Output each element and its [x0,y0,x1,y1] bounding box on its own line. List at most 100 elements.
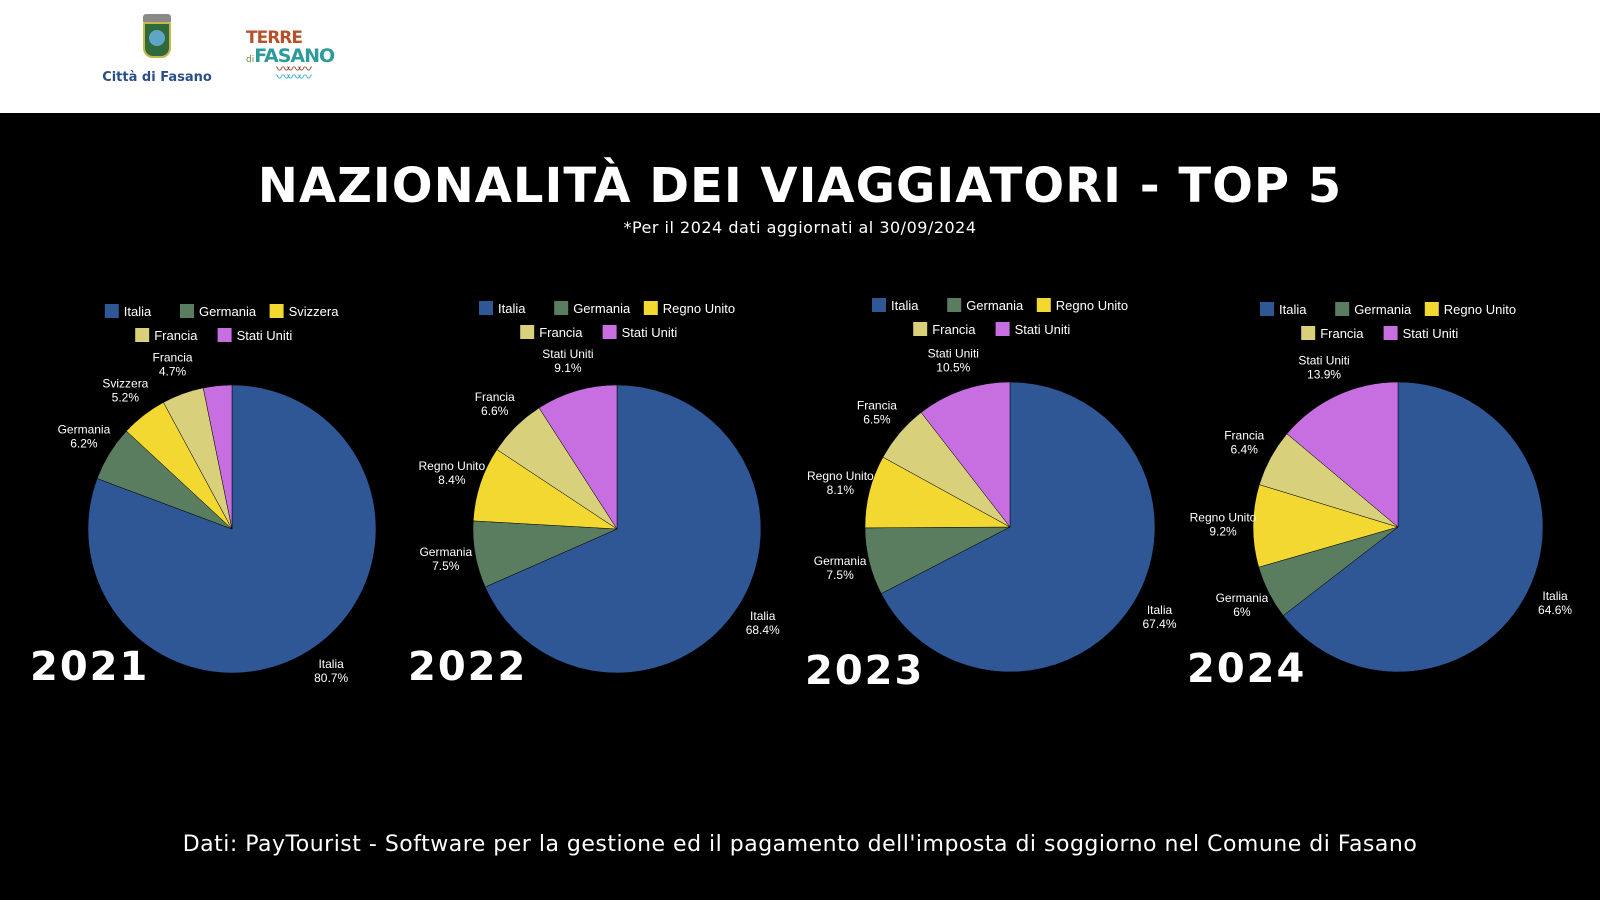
slice-label-name: Germania [1216,591,1269,605]
pie-slice-italia [1282,381,1544,673]
legend-swatch [1036,298,1051,312]
legend-label: Germania [1354,302,1412,317]
legend-label: Regno Unito [1056,298,1128,313]
slice-label-value: 8.1% [827,483,855,497]
legend-swatch [1383,326,1398,340]
logo-brand-line1: TERRE [246,28,303,48]
slice-label-name: Regno Unito [1190,511,1257,525]
slice-label-value: 67.4% [1142,617,1176,631]
legend-label: Regno Unito [1444,302,1516,317]
legend-swatch [1301,326,1316,340]
pie-slice-stati-uniti [920,381,1011,528]
legend-label: Francia [539,325,583,340]
legend-label: Germania [573,301,631,316]
slice-label-value: 80.7% [314,671,348,685]
legend-label: Stati Uniti [1015,322,1071,337]
citta-di-fasano-logo: Città di Fasano [92,14,222,85]
slice-label-value: 6.5% [863,412,891,426]
legend-swatch [913,322,928,336]
year-label-2023: 2023 [805,648,925,694]
legend-swatch [104,304,119,318]
pie-slice-italia [484,384,762,674]
year-label-2022: 2022 [408,644,528,690]
slice-label-value: 10.5% [936,360,970,374]
legend-label: Germania [199,304,257,319]
slice-label-name: Germania [419,545,472,559]
pie-slice-stati-uniti [1286,381,1399,528]
slice-label-value: 13.9% [1307,367,1341,381]
legend-swatch [947,298,962,312]
legend-swatch [554,301,569,315]
legend-swatch [479,301,493,315]
slice-label-name: Italia [1147,603,1173,617]
legend-swatch [1335,302,1350,316]
page-subtitle: *Per il 2024 dati aggiornati al 30/09/20… [623,218,977,237]
legend-label: Francia [1320,326,1364,341]
legend-label: Stati Uniti [237,328,293,343]
legend-swatch [602,325,617,339]
year-label-2021: 2021 [30,644,150,690]
slice-label-value: 9.2% [1209,525,1237,539]
slice-label-value: 6.4% [1231,442,1259,456]
slice-label-name: Stati Uniti [1298,353,1349,367]
slice-label-name: Italia [318,657,344,671]
slice-label-name: Germania [58,423,111,437]
legend-label: Italia [498,301,526,316]
legend-label: Francia [932,322,976,337]
pie-slice-italia [880,381,1156,673]
legend-swatch [217,328,232,342]
legend-label: Italia [1279,302,1307,317]
legend-label: Svizzera [289,304,340,319]
legend-swatch [135,328,150,342]
legend-swatch [643,301,658,315]
slice-label-value: 6.6% [481,404,509,418]
slice-label-value: 68.4% [746,623,780,637]
slice-label-name: Francia [857,398,897,412]
pie-slice-stati-uniti [202,384,233,530]
slice-label-name: Francia [475,390,515,404]
legend-swatch [180,304,194,318]
logo-brand-di: di [246,55,255,65]
slice-label-value: 6% [1233,605,1251,619]
legend-swatch [1424,302,1439,316]
slice-label-name: Regno Unito [418,459,485,473]
slice-label-name: Germania [814,554,867,568]
slice-label-name: Francia [1224,428,1264,442]
slice-label-value: 9.1% [554,361,582,375]
legend-swatch [520,325,535,339]
legend-swatch [1260,302,1274,316]
slice-label-name: Stati Uniti [928,346,979,360]
legend-label: Regno Unito [663,301,735,316]
slice-label-name: Francia [153,350,193,364]
pie-slice-stati-uniti [538,384,618,530]
legend-swatch [995,322,1010,336]
coat-of-arms-icon [143,14,171,58]
legend-swatch [269,304,284,318]
slice-label-value: 7.5% [432,559,460,573]
legend-label: Francia [154,328,198,343]
data-source-footer: Dati: PayTourist - Software per la gesti… [182,832,1418,857]
slice-label-value: 6.2% [70,437,98,451]
slice-label-value: 5.2% [112,391,140,405]
legend-label: Stati Uniti [622,325,678,340]
slice-label-value: 4.7% [159,364,187,378]
page-title: NAZIONALITÀ DEI VIAGGIATORI - TOP 5 [257,158,1343,214]
terre-di-fasano-logo: TERRE diFASANO 〰〰〰 〰〰〰 [246,28,335,87]
legend-label: Italia [124,304,152,319]
logo-brand-line2: FASANO [254,45,335,67]
slice-label-name: Svizzera [102,377,148,391]
legend-label: Germania [966,298,1024,313]
legend-label: Italia [891,298,919,313]
slice-label-name: Italia [1542,589,1568,603]
legend-swatch [872,298,886,312]
legend-label: Stati Uniti [1403,326,1459,341]
slice-label-name: Regno Unito [807,469,874,483]
slice-label-value: 7.5% [826,568,854,582]
slice-label-value: 64.6% [1538,603,1572,617]
slice-label-value: 8.4% [438,473,466,487]
waves-icon: 〰〰〰 〰〰〰 [276,62,312,87]
slice-label-name: Italia [750,609,776,623]
pie-slice-regno-unito [1252,484,1399,568]
slice-label-name: Stati Uniti [542,347,593,361]
